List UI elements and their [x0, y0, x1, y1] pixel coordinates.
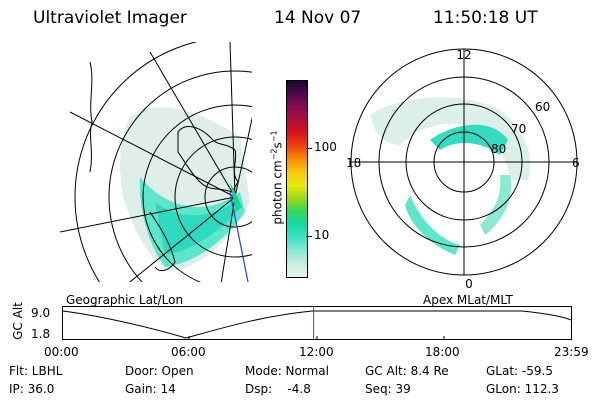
- observation-date: 14 Nov 07: [274, 8, 362, 28]
- colorbar-tick-100: 100: [314, 140, 337, 154]
- mlt-label-12: 12: [456, 48, 471, 62]
- timeline-xtick-0: 00:00: [44, 345, 79, 359]
- sequence-readout: Seq: 39: [365, 382, 411, 396]
- gain-readout: Gain: 14: [125, 382, 176, 396]
- filter-readout: Flt: LBHL: [9, 364, 63, 378]
- mlat-label-60: 60: [535, 100, 550, 114]
- gc-alt-readout: GC Alt: 8.4 Re: [365, 364, 449, 378]
- longitude-grid: [60, 42, 252, 282]
- timeline-xtick-4: 23:59: [554, 345, 589, 359]
- altitude-curve: [62, 310, 572, 339]
- mode-readout: Mode: Normal: [245, 364, 329, 378]
- geographic-map-label: Geographic Lat/Lon: [66, 293, 184, 307]
- door-readout: Door: Open: [125, 364, 194, 378]
- timeline-xtick-1: 06:00: [171, 345, 206, 359]
- mlat-label-70: 70: [511, 122, 526, 136]
- ip-readout: IP: 36.0: [9, 382, 55, 396]
- timeline-ytick-top: 9.0: [31, 306, 51, 320]
- colorbar-tick-10: 10: [314, 228, 330, 242]
- dsp-readout: Dsp: -4.8: [245, 382, 311, 396]
- coastline: [177, 126, 239, 193]
- timeline-ylabel: GC Alt: [11, 302, 25, 340]
- polar-plot-label: Apex MLat/MLT: [423, 293, 513, 307]
- mlt-label-18: 18: [346, 156, 361, 170]
- colorbar: [286, 80, 308, 278]
- mlt-label-0: 0: [465, 277, 473, 290]
- magnetic-meridian: [229, 191, 249, 282]
- instrument-title: Ultraviolet Imager: [33, 8, 187, 28]
- colorbar-unit-label: photon cm−2s−1: [269, 130, 285, 225]
- mlat-label-80: 80: [491, 142, 506, 156]
- glat-readout: GLat: -59.5: [486, 364, 553, 378]
- altitude-timeline: [62, 306, 572, 340]
- polar-plot: 12 18 6 0 60 70 80: [346, 48, 580, 290]
- timeline-ytick-bottom: 1.8: [31, 327, 51, 341]
- mlt-label-6: 6: [572, 156, 580, 170]
- timeline-xtick-3: 18:00: [425, 345, 460, 359]
- glon-readout: GLon: 112.3: [486, 382, 559, 396]
- polar-aurora: [430, 124, 508, 155]
- timeline-xtick-2: 12:00: [299, 345, 334, 359]
- observation-time: 11:50:18 UT: [433, 8, 538, 28]
- geographic-map: [60, 42, 252, 282]
